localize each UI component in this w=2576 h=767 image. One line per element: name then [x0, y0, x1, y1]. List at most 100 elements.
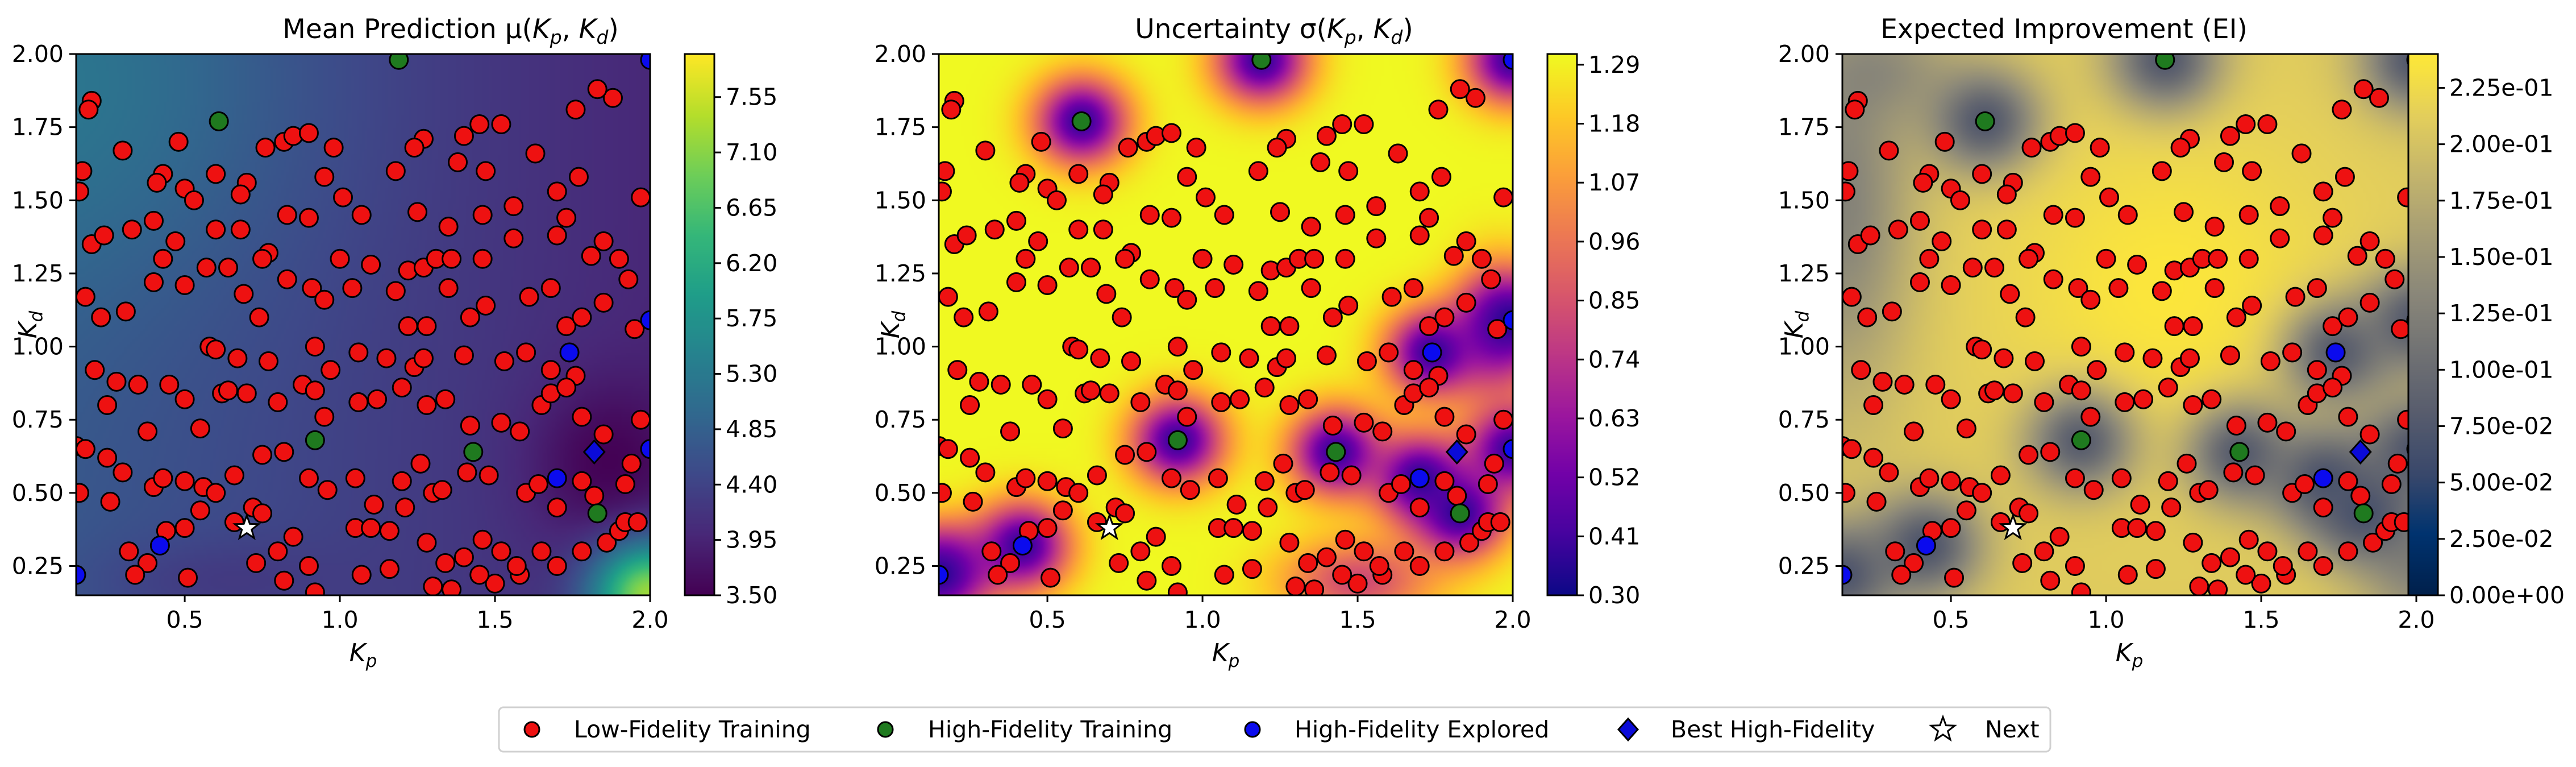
low-fidelity-point [988, 565, 1008, 585]
low-fidelity-point [453, 345, 474, 366]
next-point-marker [1095, 513, 1124, 541]
low-fidelity-point [1009, 172, 1030, 193]
high-fidelity-training-point [389, 54, 409, 70]
high-fidelity-training-point [1975, 111, 1995, 131]
low-fidelity-point [2381, 474, 2402, 494]
low-fidelity-point [1471, 248, 1492, 269]
low-fidelity-point [1857, 307, 1878, 327]
colorbar: 0.30 0.41 0.52 0.63 0.74 0.85 0.96 1.07 1.18 1.29 [1546, 51, 1640, 609]
low-fidelity-point [138, 553, 158, 573]
low-fidelity-point [1369, 556, 1389, 577]
low-fidelity-point [153, 468, 173, 488]
low-fidelity-point [494, 351, 514, 371]
low-fidelity-point [1130, 392, 1151, 412]
low-fidelity-point [1447, 486, 1467, 506]
low-fidelity-point [960, 447, 980, 468]
low-fidelity-point [252, 503, 273, 524]
low-fidelity-point [621, 453, 642, 474]
low-fidelity-point [1087, 465, 1107, 486]
legend-label: Low-Fidelity Training [574, 716, 811, 743]
low-fidelity-point [1866, 491, 1887, 512]
low-fidelity-point [2183, 395, 2203, 416]
low-fidelity-point [364, 494, 384, 515]
low-fidelity-point [2313, 225, 2333, 246]
low-fidelity-point [556, 316, 577, 337]
low-fidelity-point [1093, 184, 1113, 205]
y-tick-label: 0.25 [1778, 553, 1830, 580]
low-fidelity-point [2145, 559, 2166, 579]
low-fidelity-point [2071, 380, 2091, 401]
high-fidelity-training-point [1167, 430, 1188, 450]
low-fidelity-point [283, 526, 303, 547]
low-fidelity-point [2174, 202, 2194, 222]
low-fidelity-point [2208, 248, 2228, 269]
low-fidelity-point [2208, 579, 2228, 595]
low-fidelity-point [1984, 258, 2005, 278]
low-fidelity-point [472, 248, 493, 269]
low-fidelity-point [991, 374, 1011, 395]
low-fidelity-point [2323, 316, 2343, 337]
low-fidelity-point [593, 231, 614, 251]
low-fidelity-point [485, 573, 505, 594]
y-tick-label: 1.75 [875, 114, 926, 141]
low-fidelity-point [1882, 301, 1902, 322]
high-fidelity-training-point [2229, 442, 2250, 462]
low-fidelity-point [2183, 532, 2203, 553]
y-tick-label: 0.25 [12, 553, 64, 580]
low-fidelity-point [2158, 378, 2178, 398]
y-tick-label: 2.00 [875, 40, 926, 68]
low-fidelity-point [556, 378, 577, 398]
y-tick-label: 1.50 [875, 186, 926, 214]
low-fidelity-point [978, 301, 998, 322]
legend-box [498, 706, 2051, 753]
low-fidelity-point [2338, 541, 2358, 562]
low-fidelity-point [190, 500, 210, 521]
colorbar-tick-label: 1.00e-01 [2449, 356, 2553, 383]
colorbar-gradient [685, 54, 714, 595]
low-fidelity-point [593, 292, 614, 313]
low-fidelity-point [97, 447, 118, 468]
next-point-marker [232, 513, 261, 541]
high-fidelity-explored-point [1916, 536, 1936, 556]
colorbar-tick-label: 1.25e-01 [2449, 300, 2553, 327]
low-fidelity-point [1161, 468, 1181, 488]
best-high-fidelity-marker [2349, 439, 2372, 465]
low-fidelity-point [1904, 421, 1924, 442]
x-axis-label: Kp [1212, 639, 1240, 671]
low-fidelity-point [472, 529, 493, 550]
low-fidelity-point [1984, 380, 2005, 401]
low-fidelity-point [2257, 412, 2278, 433]
low-fidelity-point [274, 570, 294, 591]
low-fidelity-point [165, 231, 186, 251]
low-fidelity-point [2158, 471, 2178, 491]
low-fidelity-point [1891, 565, 1912, 585]
colorbar-tick-label: 0.63 [1588, 405, 1640, 432]
low-fidelity-point [1093, 219, 1113, 240]
low-fidelity-point [602, 88, 623, 108]
low-fidelity-point [298, 556, 319, 577]
low-fidelity-point [2003, 383, 2023, 404]
low-fidelity-point [258, 351, 278, 371]
low-fidelity-point [1137, 570, 1157, 591]
low-fidelity-point [2204, 278, 2225, 298]
low-fidelity-point [348, 342, 369, 363]
low-fidelity-point [2285, 287, 2306, 307]
low-fidelity-point [1493, 409, 1513, 430]
colorbar-tick-label: 3.50 [726, 582, 777, 609]
low-fidelity-point [597, 532, 617, 553]
low-fidelity-point [2065, 123, 2085, 143]
colorbar-tick-label: 7.55 [726, 84, 777, 111]
low-fidelity-point [2068, 278, 2088, 298]
low-fidelity-point [1962, 258, 1983, 278]
legend-item-high-fidelity-training: High-Fidelity Training [877, 716, 1172, 743]
colorbar-frame [2407, 53, 2439, 596]
low-fidelity-point [115, 301, 136, 322]
low-fidelity-point [1842, 483, 1855, 503]
low-fidelity-point [342, 278, 363, 298]
low-fidelity-point [2359, 292, 2380, 313]
low-fidelity-point [547, 181, 567, 202]
low-fidelity-point [348, 392, 369, 412]
low-fidelity-point [960, 395, 980, 416]
low-fidelity-point [2012, 553, 2033, 573]
low-fidelity-point [361, 518, 381, 538]
